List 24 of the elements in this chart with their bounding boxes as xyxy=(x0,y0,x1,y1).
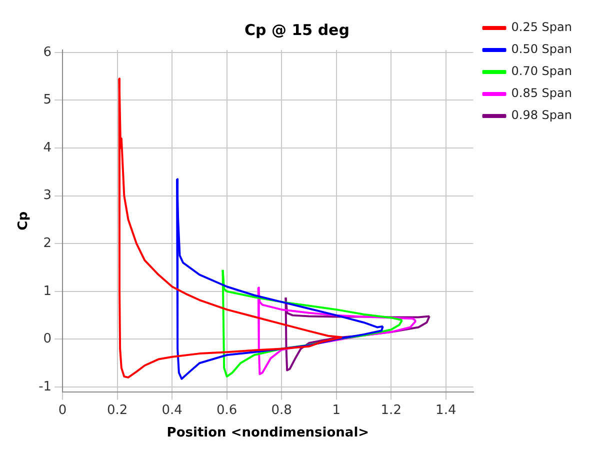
x-tick-label: 0.8 xyxy=(271,402,292,418)
x-tick-label: 0.4 xyxy=(162,402,182,418)
chart-title: Cp @ 15 deg xyxy=(244,20,350,39)
x-axis-title: Position <nondimensional> xyxy=(166,426,370,441)
legend-label: 0.50 Span xyxy=(511,42,572,56)
legend-label: 0.70 Span xyxy=(511,64,572,78)
x-tick-label: 1.4 xyxy=(436,402,456,418)
y-tick-label: -1 xyxy=(38,379,52,394)
x-tick-label: 1.2 xyxy=(380,402,402,418)
x-tick-label: 1 xyxy=(332,402,341,418)
y-tick-label: 6 xyxy=(43,44,52,60)
y-tick-label: 4 xyxy=(43,140,52,156)
y-axis-title: Cp xyxy=(16,211,32,230)
y-tick-label: 5 xyxy=(43,92,52,108)
x-tick-label: 0.6 xyxy=(216,402,238,418)
legend-label: 0.98 Span xyxy=(511,108,572,122)
y-tick-label: 0 xyxy=(43,332,52,347)
y-tick-label: 3 xyxy=(43,188,52,204)
y-tick-label: 1 xyxy=(43,284,52,299)
x-tick-label: 0.2 xyxy=(106,402,128,418)
y-tick-label: 2 xyxy=(43,236,52,251)
legend-label: 0.25 Span xyxy=(511,20,572,34)
x-tick-label: 0 xyxy=(58,402,67,418)
legend-label: 0.85 Span xyxy=(511,86,572,100)
